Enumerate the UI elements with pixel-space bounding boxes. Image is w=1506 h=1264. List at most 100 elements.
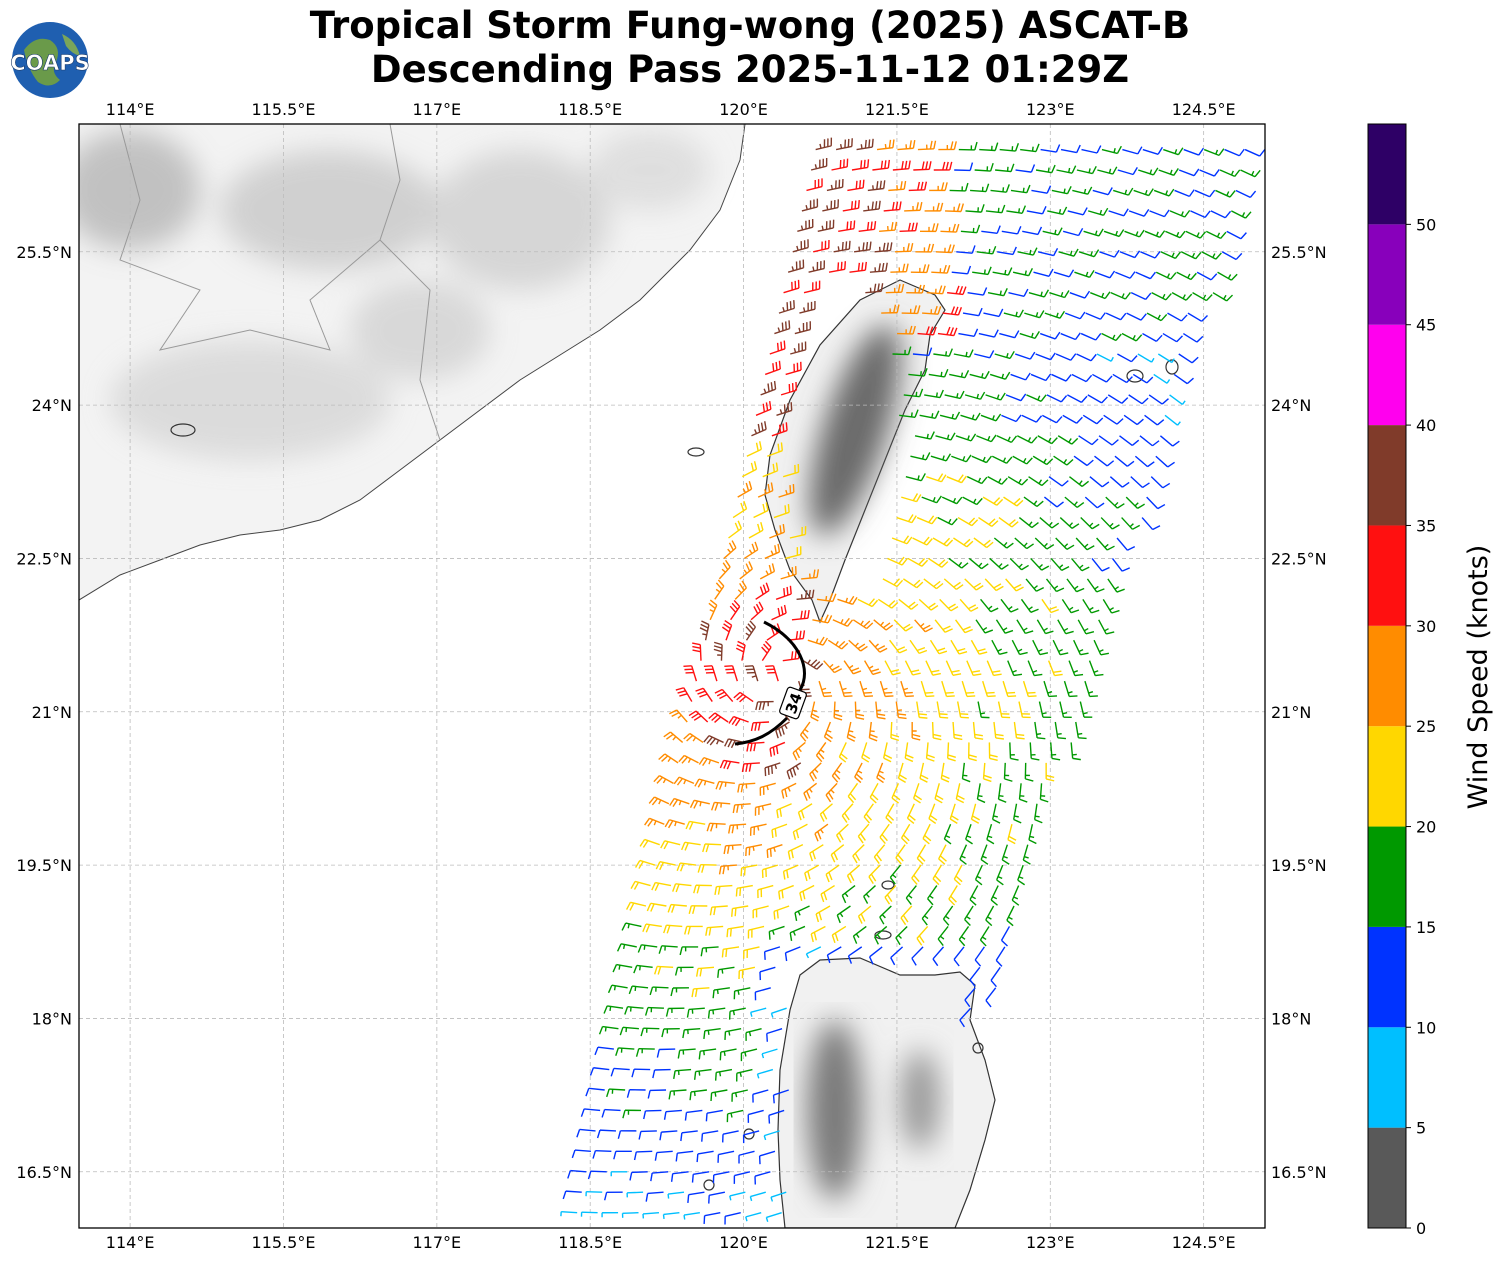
- wind-barb: [823, 721, 833, 743]
- wind-barb: [910, 264, 930, 274]
- wind-barb: [782, 463, 800, 478]
- wind-barb: [724, 665, 738, 682]
- wind-barb: [1003, 762, 1013, 782]
- wind-barb: [713, 641, 723, 661]
- wind-barb: [792, 823, 808, 840]
- wind-barb: [765, 665, 779, 682]
- wind-barb: [745, 843, 763, 857]
- wind-barb: [953, 537, 974, 548]
- wind-barb: [1101, 145, 1122, 155]
- wind-barb: [789, 526, 807, 539]
- wind-barb: [1076, 165, 1097, 175]
- wind-barb: [1108, 208, 1129, 217]
- wind-barb: [991, 639, 1008, 656]
- wind-barb: [1000, 926, 1011, 947]
- wind-barb: [1148, 394, 1169, 405]
- wind-barb: [915, 243, 935, 253]
- wind-barb: [957, 516, 979, 527]
- wind-barb: [1119, 250, 1141, 259]
- wind-barb: [1137, 353, 1155, 363]
- wind-barb: [985, 204, 1006, 214]
- wind-barb: [938, 844, 947, 865]
- wind-barb: [981, 225, 1001, 234]
- wind-barb: [900, 823, 911, 845]
- wind-barb: [1009, 742, 1019, 761]
- wind-barb: [656, 1048, 676, 1058]
- colorbar-bin: [1368, 826, 1406, 927]
- wind-barb: [1067, 207, 1088, 216]
- wind-barb: [612, 963, 633, 973]
- wind-barb: [872, 159, 891, 171]
- wind-barb: [639, 838, 660, 848]
- wind-barb: [914, 431, 935, 440]
- colorbar-bin: [1368, 324, 1406, 426]
- wind-barb: [1003, 309, 1024, 318]
- wind-barb: [1001, 414, 1022, 423]
- wind-barb: [985, 905, 995, 927]
- wind-barb: [1047, 660, 1063, 677]
- wind-barb: [1094, 270, 1116, 279]
- wind-barb: [1083, 228, 1104, 237]
- wind-barb: [1043, 496, 1064, 508]
- wind-barb: [707, 1007, 726, 1019]
- wind-barb: [735, 640, 746, 661]
- wind-barb: [1011, 639, 1028, 656]
- wind-barb: [764, 543, 781, 560]
- wind-barb: [921, 495, 942, 504]
- wind-barb: [1052, 639, 1069, 656]
- lat-label-left: 16.5°N: [16, 1163, 72, 1182]
- wind-barb: [1027, 660, 1043, 677]
- wind-barb: [831, 158, 849, 171]
- wind-barb: [755, 582, 770, 600]
- wind-barb: [663, 924, 683, 934]
- wind-barb: [799, 884, 815, 901]
- wind-barb: [917, 326, 937, 336]
- wind-barb: [670, 987, 689, 997]
- wind-barb: [825, 864, 840, 883]
- wind-barb: [877, 598, 899, 609]
- wind-barb: [1185, 230, 1207, 239]
- wind-barb: [1169, 394, 1186, 405]
- wind-barb: [970, 803, 980, 824]
- wind-barb: [746, 741, 765, 752]
- lat-label-left: 21°N: [32, 703, 72, 722]
- wind-barb: [1020, 143, 1040, 153]
- wind-barb: [684, 925, 703, 935]
- wind-barb: [965, 204, 985, 213]
- wind-barb: [920, 680, 935, 698]
- wind-barb: [1050, 557, 1070, 572]
- wind-barb: [869, 262, 888, 273]
- wind-barb: [1101, 332, 1122, 342]
- wind-barb: [771, 422, 788, 437]
- wind-barb: [771, 604, 787, 621]
- wind-barb: [1029, 742, 1040, 761]
- wind-barb: [991, 455, 1013, 464]
- wind-barb: [980, 413, 1002, 422]
- wind-barb: [932, 946, 945, 967]
- wind-barb: [622, 1109, 642, 1119]
- wind-barb: [675, 1150, 694, 1162]
- wind-barb: [1126, 312, 1147, 321]
- wind-barb: [615, 1047, 635, 1056]
- wind-barb: [960, 224, 981, 234]
- wind-barb: [975, 619, 994, 634]
- wind-barb: [1028, 476, 1049, 487]
- wind-barb: [883, 742, 893, 763]
- wind-barb: [868, 639, 888, 653]
- wind-barb: [780, 566, 797, 580]
- wind-barb: [775, 585, 792, 600]
- wind-barb: [1024, 310, 1045, 319]
- wind-barb: [1024, 762, 1034, 782]
- wind-barb: [1141, 517, 1161, 531]
- wind-barb: [745, 1027, 762, 1041]
- wind-barb: [879, 823, 890, 844]
- wind-barb: [998, 516, 1019, 528]
- wind-barb: [812, 614, 833, 624]
- wind-barb: [1007, 824, 1017, 845]
- wind-barb: [1109, 476, 1130, 488]
- wind-barb: [1130, 476, 1150, 489]
- wind-barb: [835, 138, 853, 151]
- wind-barb: [760, 380, 777, 396]
- wind-barb: [927, 885, 938, 906]
- wind-barb: [699, 620, 710, 641]
